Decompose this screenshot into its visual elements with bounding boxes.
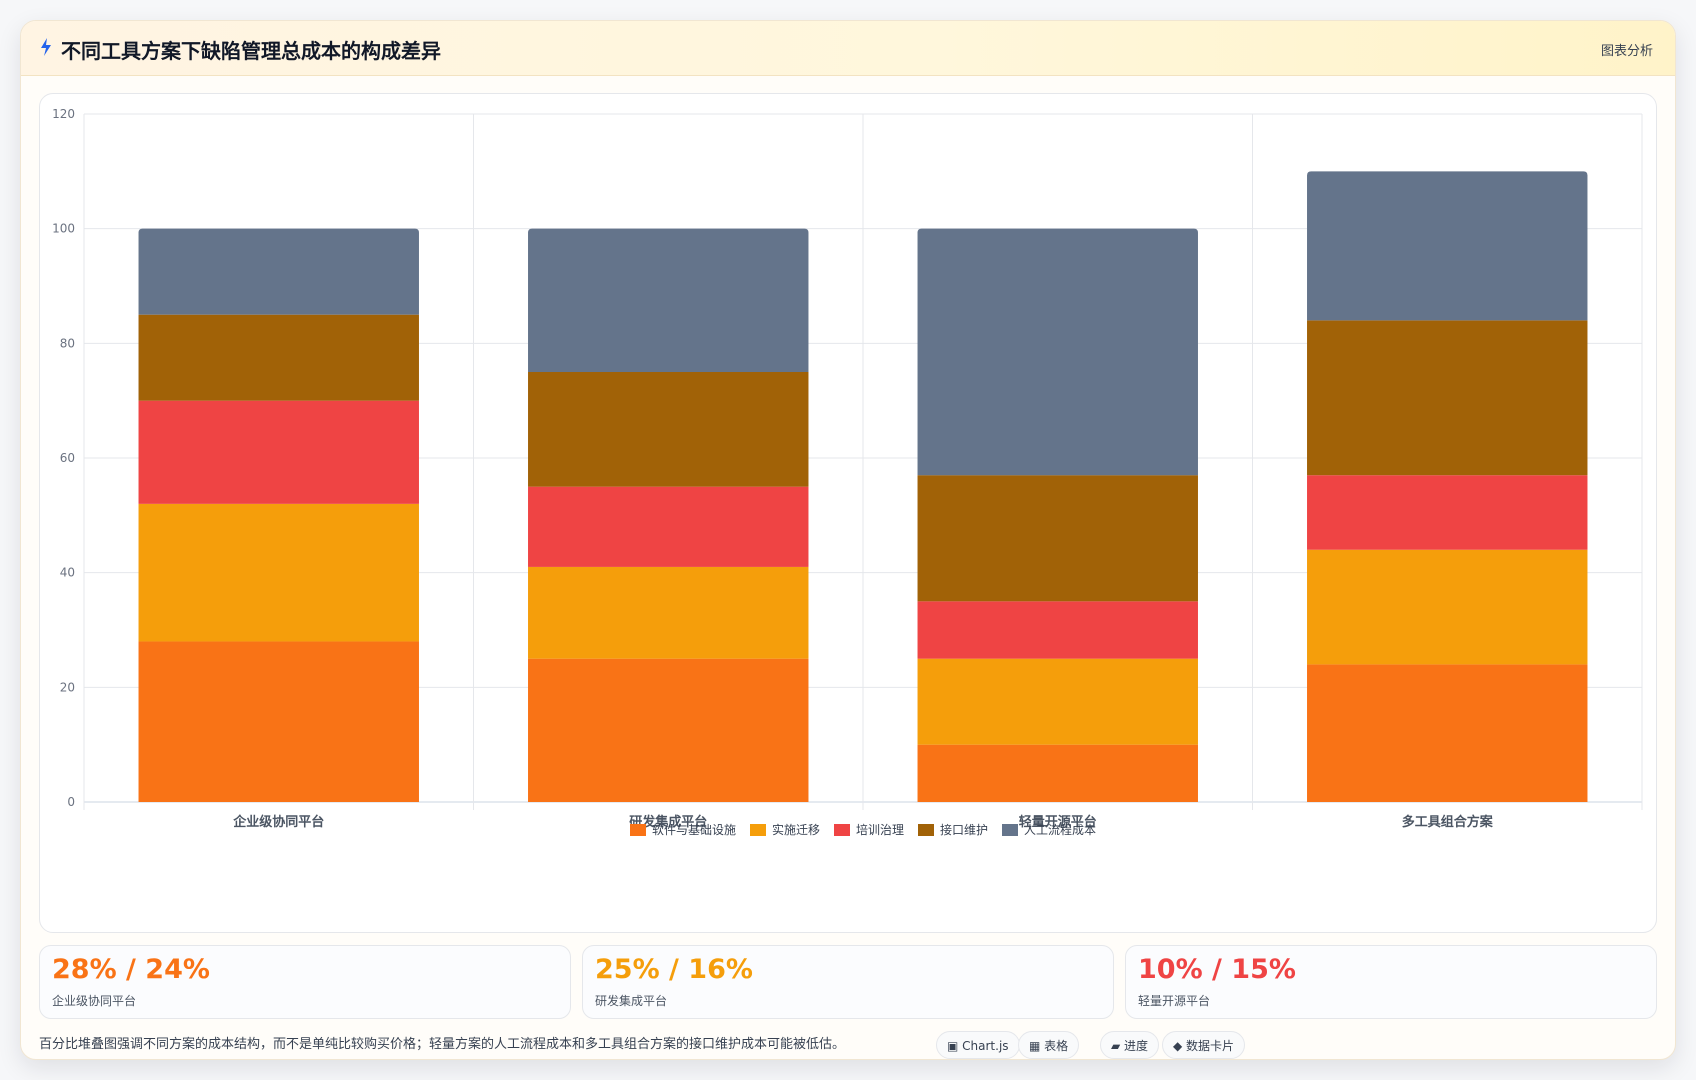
- chip-table[interactable]: ▦ 表格: [1018, 1031, 1080, 1059]
- x-tick-label: 研发集成平台: [629, 814, 707, 830]
- bar-segment: [917, 744, 1198, 802]
- kpi-card-opensource: 10% / 15% 轻量开源平台: [1125, 945, 1657, 1019]
- bar-segment: [1307, 664, 1588, 802]
- kpi-card-enterprise: 28% / 24% 企业级协同平台: [39, 945, 571, 1019]
- legend-label: 培训治理: [856, 822, 904, 837]
- y-tick-label: 20: [60, 680, 75, 694]
- kpi-value: 10% / 15%: [1138, 954, 1296, 985]
- x-tick-label: 多工具组合方案: [1402, 814, 1494, 830]
- chart-analysis-tag: 图表分析: [1600, 44, 1653, 59]
- kpi-label: 研发集成平台: [595, 994, 668, 1008]
- y-tick-label: 60: [60, 451, 75, 465]
- bar-segment: [1307, 475, 1588, 550]
- kpi-card-rd: 25% / 16% 研发集成平台: [582, 945, 1114, 1019]
- kpi-row: 28% / 24% 企业级协同平台 25% / 16% 研发集成平台 10% /…: [39, 945, 1657, 1019]
- legend-swatch: [834, 824, 850, 836]
- legend-label: 软件与基础设施: [652, 823, 736, 837]
- y-tick-label: 80: [60, 336, 75, 350]
- bar-segment: [528, 486, 809, 567]
- bar-segment: [138, 503, 419, 642]
- x-tick-label: 轻量开源平台: [1019, 814, 1097, 830]
- legend-label: 接口维护: [940, 822, 988, 837]
- bar-segment: [1307, 549, 1588, 665]
- bar-segment: [1307, 171, 1588, 321]
- bar-segment: [528, 658, 809, 802]
- legend-swatch: [750, 824, 766, 836]
- lightning-icon: [41, 38, 51, 56]
- bar-segment: [528, 372, 809, 487]
- footer-note: 百分比堆叠图强调不同方案的成本结构，而不是单纯比较购买价格；轻量方案的人工流程成…: [39, 1037, 846, 1052]
- bar-segment: [528, 566, 809, 659]
- chart-card: 不同工具方案下缺陷管理总成本的构成差异 图表分析 0 20 40 60 80 100 120…: [20, 20, 1676, 1060]
- bar-segment: [138, 400, 419, 504]
- card-header: 不同工具方案下缺陷管理总成本的构成差异 图表分析: [21, 21, 1675, 76]
- y-tick-label: 0: [67, 795, 75, 809]
- legend-swatch: [918, 824, 934, 836]
- bar-segment: [917, 601, 1198, 659]
- bar-segment: [138, 314, 419, 401]
- bar-segment: [138, 228, 419, 315]
- y-tick-label: 40: [60, 566, 75, 580]
- bar-segment: [917, 658, 1198, 745]
- bar-segment: [138, 641, 419, 802]
- x-tick-label: 企业级协同平台: [232, 814, 324, 830]
- chart-title: 不同工具方案下缺陷管理总成本的构成差异: [61, 39, 441, 63]
- bar-segment: [528, 228, 809, 372]
- y-tick-label: 100: [52, 222, 75, 236]
- legend-label: 实施迁移: [772, 822, 820, 837]
- kpi-label: 企业级协同平台: [52, 994, 137, 1008]
- y-tick-label: 120: [52, 107, 75, 121]
- legend-swatch: [630, 824, 646, 836]
- stacked-bar-chart: 0 20 40 60 80 100 120 企业级协同平台 研发集成平台 轻量开源平台 多工具组合方…: [52, 107, 1643, 837]
- chip-chartjs[interactable]: ▣ Chart.js: [936, 1031, 1020, 1059]
- chip-progress[interactable]: ▰ 进度: [1100, 1031, 1160, 1059]
- bar-segment: [917, 475, 1198, 602]
- bar-segment: [917, 228, 1198, 476]
- chip-data-card[interactable]: ◆ 数据卡片: [1162, 1031, 1246, 1059]
- chart-panel: 0 20 40 60 80 100 120 企业级协同平台 研发集成平台 轻量开源平台 多工具组合方…: [39, 93, 1657, 933]
- bar-segment: [1307, 320, 1588, 476]
- legend-swatch: [1002, 824, 1018, 836]
- legend-label: 人工流程成本: [1024, 822, 1096, 837]
- kpi-value: 25% / 16%: [595, 954, 753, 985]
- kpi-value: 28% / 24%: [52, 954, 210, 985]
- kpi-label: 轻量开源平台: [1138, 994, 1211, 1008]
